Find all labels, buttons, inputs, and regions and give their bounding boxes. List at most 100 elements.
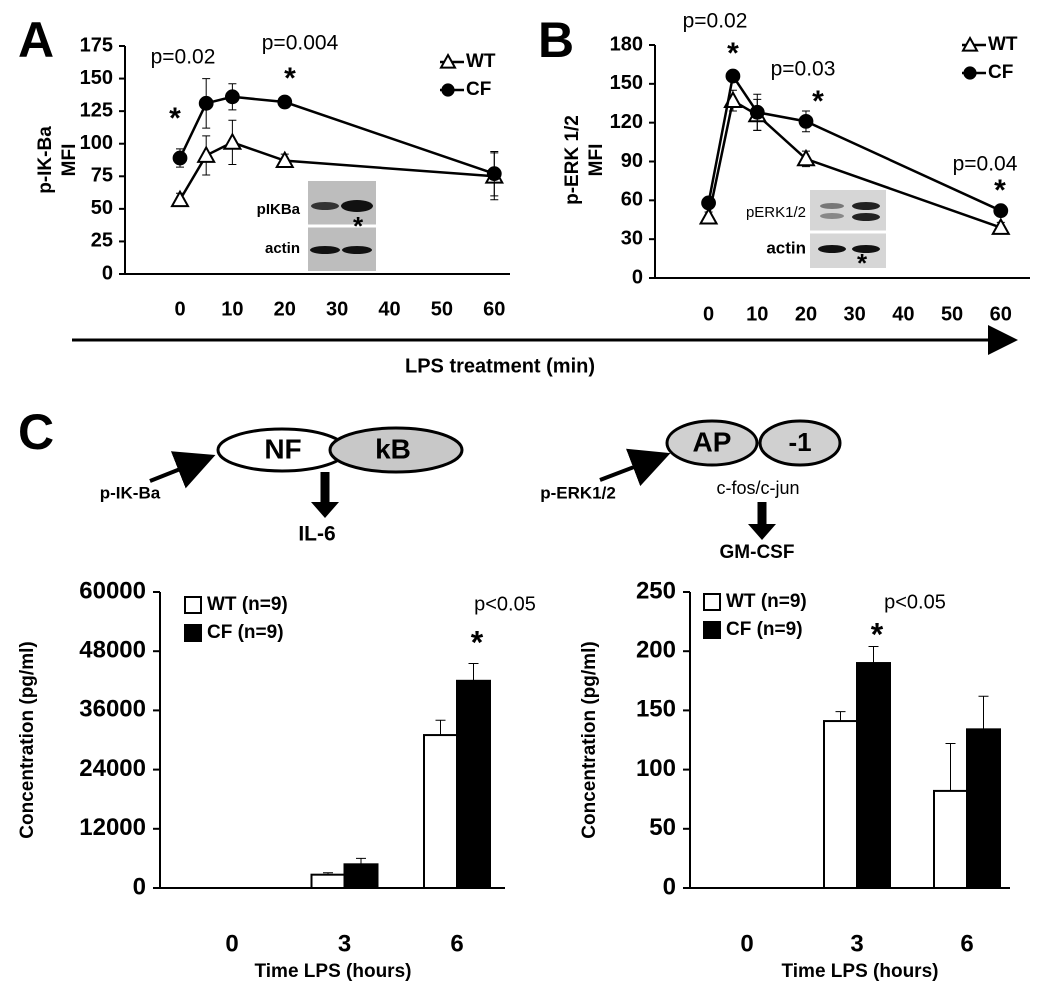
node-label: -1 [788,427,811,457]
y-tick-label: 150 [80,67,113,89]
node-label: kB [375,433,411,464]
y-tick-label: 100 [636,755,676,782]
legend-swatch [703,621,721,639]
series-line [178,95,495,175]
y-tick-label: 250 [636,577,676,604]
x-tick-label: 60 [483,298,505,320]
marker [172,150,188,166]
y-axis-label: MFI [586,144,607,177]
panel-label: B [538,12,574,68]
panel-label: A [18,12,54,68]
blot-band [820,203,844,209]
y-tick-label: 50 [649,814,676,841]
output-arrowhead [311,502,339,518]
x-tick-label: 0 [703,303,714,325]
inset-label: pERK1/2 [746,204,806,221]
input-label: p-IK-Ba [100,483,161,502]
error-bar [835,711,846,722]
marker [963,66,977,80]
x-tick-label: 50 [431,298,453,320]
legend-label: WT (n=9) [207,594,288,615]
y-tick-label: 0 [632,266,643,288]
legend-label: CF [988,62,1013,83]
marker [224,89,240,105]
y-tick-label: 0 [133,873,146,900]
input-label: p-ERK1/2 [540,483,616,502]
x-tick-label: 30 [844,303,866,325]
annotation: p=0.02 [151,46,216,69]
y-tick-label: 200 [636,637,676,664]
marker [277,94,293,110]
node-shape [665,419,759,467]
marker [275,150,295,169]
blot-band [852,213,880,221]
marker [796,148,816,167]
x-tick-label: 20 [274,298,296,320]
legend-swatch [184,624,202,642]
bar [823,720,858,890]
annotation: p<0.05 [884,591,946,613]
inset-label: pIKBa [257,201,301,218]
y-axis-label: p-ERK 1/2 [562,115,583,205]
marker [749,104,765,120]
node-label: NF [264,433,301,464]
annotation: p=0.03 [771,58,836,81]
x-tick-label: 40 [892,303,914,325]
y-tick-label: 0 [102,262,113,284]
blot-inset: pIKBa actin * [257,181,376,271]
y-tick-label: 24000 [79,755,146,782]
y-tick-label: 0 [663,873,676,900]
output-label: GM-CSF [720,542,795,563]
y-tick-label: 12000 [79,814,146,841]
marker [701,195,716,211]
annotation: p=0.04 [953,153,1018,176]
annotation: * [169,102,181,135]
bar [933,789,968,889]
marker [961,35,979,52]
annotation: p=0.004 [262,32,339,55]
annotation: * [727,37,739,70]
marker [698,207,719,225]
node-shape [328,426,464,474]
x-tick-label: 3 [338,930,351,957]
blot-band [342,246,372,254]
y-tick-label: 25 [91,230,113,252]
x-axis-label: Time LPS (hours) [782,961,939,982]
inset-label: actin [265,240,300,257]
x-tick-label: 3 [850,930,863,957]
y-tick-label: 120 [610,111,643,133]
legend-label: WT [466,51,496,72]
bar [423,734,458,889]
y-tick-label: 150 [636,696,676,723]
y-axis-label: Concentration (pg/ml) [579,641,600,838]
y-tick-label: 125 [80,99,113,121]
blot-band [310,246,340,254]
y-axis-label: MFI [59,144,80,177]
error-bar [468,663,479,681]
y-tick-label: 30 [621,227,643,249]
y-tick-label: 60 [621,189,643,211]
bar [456,679,491,889]
blot-band [818,245,846,253]
blot-band [852,202,880,210]
y-tick-label: 90 [621,150,643,172]
annotation: * [812,85,824,118]
y-tick-label: 60000 [79,577,146,604]
y-tick-label: 180 [610,33,643,55]
y-tick-label: 36000 [79,696,146,723]
marker [170,189,190,208]
blot-band [311,202,339,210]
y-tick-label: 48000 [79,637,146,664]
error-bar [356,857,366,865]
y-tick-label: 175 [80,34,113,56]
y-tick-label: 100 [80,132,113,154]
y-axis-label: Concentration (pg/ml) [17,641,38,838]
y-tick-label: 75 [91,165,113,187]
x-tick-label: 0 [225,930,238,957]
annotation: p=0.02 [683,10,748,33]
y-tick-label: 150 [610,72,643,94]
x-tick-label: 10 [221,298,243,320]
inset-asterisk: * [857,248,868,278]
x-tick-label: 0 [174,298,185,320]
